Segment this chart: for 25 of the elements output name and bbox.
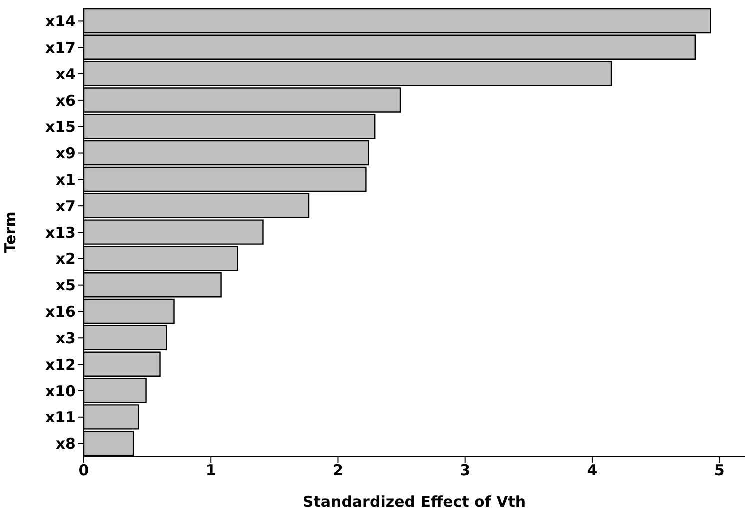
x-axis-title: Standardized Effect of Vth (302, 493, 526, 511)
y-axis-title: Term (1, 212, 20, 254)
y-tick-label: x5 (56, 276, 76, 295)
x-tick-label: 3 (460, 462, 471, 480)
y-tick-label: x2 (56, 250, 76, 268)
y-tick-label: x1 (56, 171, 76, 189)
x-tick-label: 2 (333, 462, 344, 480)
y-tick-label: x4 (56, 65, 76, 84)
y-tick-label: x6 (56, 92, 76, 110)
y-tick-label: x13 (45, 224, 76, 242)
y-tick-label: x3 (56, 329, 76, 348)
y-tick-label: x17 (45, 38, 76, 57)
x-tick-label: 4 (587, 462, 598, 480)
y-tick-label: x7 (56, 197, 76, 216)
y-tick-label: x8 (56, 435, 76, 454)
y-tick-label: x9 (56, 144, 76, 163)
y-tick-label: x15 (45, 118, 76, 136)
y-tick-label: x16 (45, 303, 76, 322)
y-tick-label: x14 (45, 12, 76, 31)
y-tick-label: x12 (45, 356, 76, 374)
x-tick-label: 0 (78, 462, 90, 480)
y-tick-label: x11 (45, 408, 76, 427)
y-tick-label: x10 (45, 382, 76, 400)
x-tick-label: 1 (206, 462, 216, 480)
x-tick-label: 5 (714, 462, 725, 480)
